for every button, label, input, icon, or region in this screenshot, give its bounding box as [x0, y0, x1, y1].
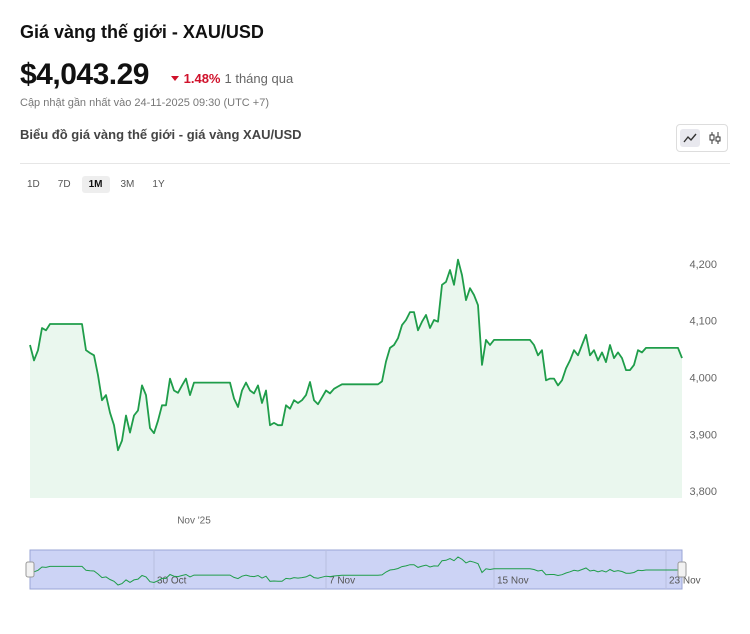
navigator-handle[interactable]	[677, 561, 687, 578]
range-button[interactable]: 1M	[81, 176, 110, 193]
x-tick-label: Nov '25	[177, 516, 211, 527]
range-button[interactable]: 1Y	[152, 179, 165, 190]
navigator-handle[interactable]	[25, 561, 35, 578]
navigator-line	[29, 556, 683, 586]
candle-chart-button[interactable]	[705, 129, 725, 147]
y-tick-label: 3,900	[689, 429, 717, 441]
navigator-label: 23 Nov	[669, 576, 701, 587]
area	[30, 259, 682, 498]
change-pct: 1.48%	[183, 71, 221, 86]
navigator-label: 7 Nov	[329, 576, 355, 587]
divider	[20, 163, 730, 164]
y-tick-label: 4,000	[689, 372, 717, 384]
range-selector: 1D 7D 1M 3M 1Y	[20, 176, 172, 193]
navigator-window	[29, 549, 683, 590]
price-line	[29, 258, 683, 452]
down-arrow	[171, 76, 179, 81]
line-chart-button[interactable]	[679, 129, 700, 147]
navigator-label: 30 Oct	[157, 576, 187, 587]
change-period: 1 tháng qua	[224, 71, 294, 86]
page-title: Giá vàng thế giới - XAU/USD	[20, 22, 264, 42]
range-button[interactable]: 3M	[120, 179, 135, 190]
chart-title: Biểu đồ giá vàng thế giới - giá vàng XAU…	[20, 127, 302, 142]
range-button[interactable]: 7D	[57, 179, 71, 190]
range-button[interactable]: 1D	[27, 179, 40, 190]
chart-tools	[676, 124, 728, 152]
change: 1.48% 1 tháng qua	[170, 71, 293, 86]
updated: Cập nhật gần nhất vào 24-11-2025 09:30 (…	[20, 97, 269, 109]
y-tick-label: 4,100	[689, 316, 717, 328]
navigator-label: 15 Nov	[497, 576, 529, 587]
y-tick-label: 4,200	[689, 259, 717, 271]
price: $4,043.29	[20, 58, 149, 91]
y-tick-label: 3,800	[689, 486, 717, 498]
